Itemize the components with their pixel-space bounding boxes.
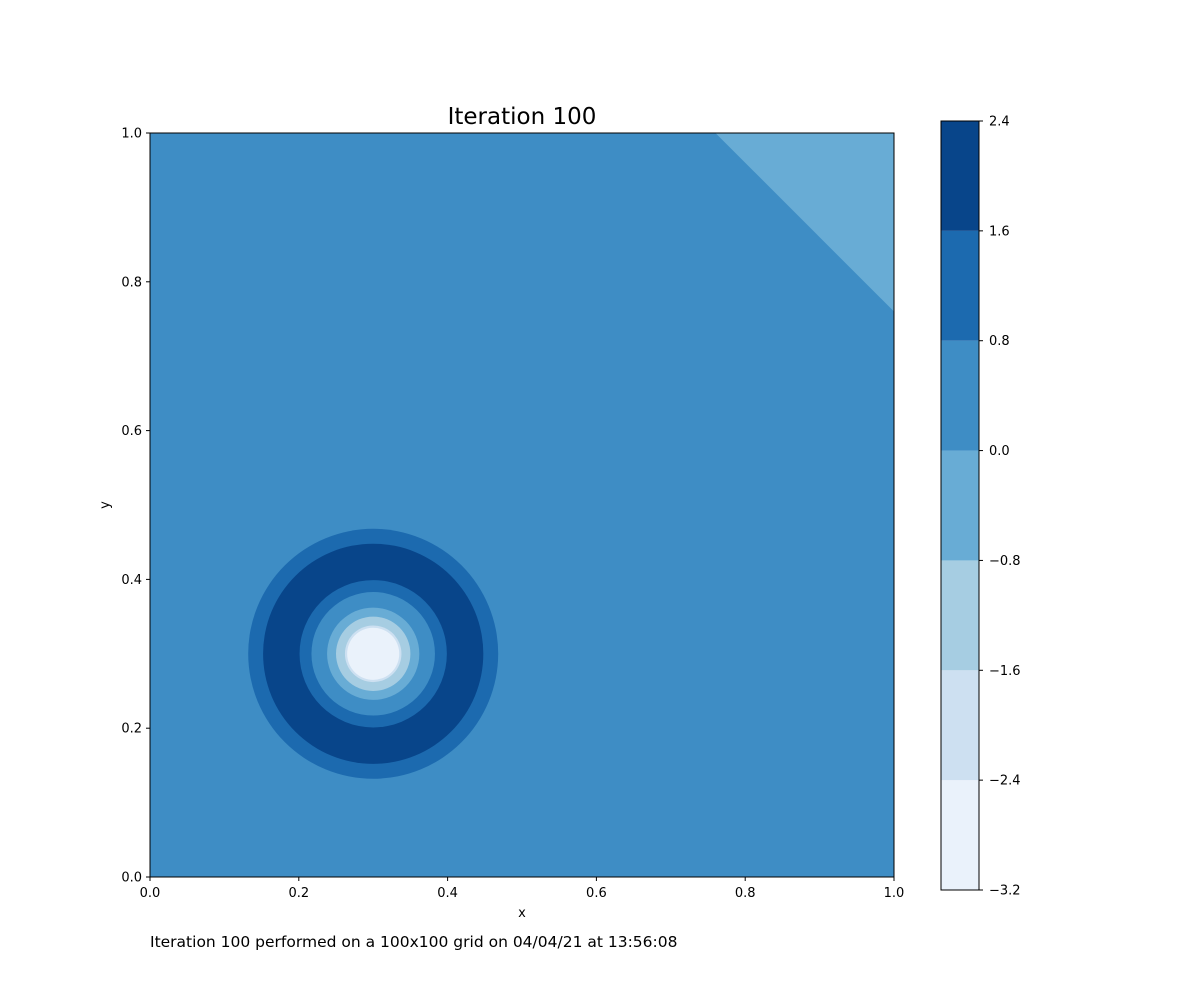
colorbar-frame: [940, 120, 980, 891]
colorbar-tick-label: −2.4: [989, 774, 1021, 789]
y-axis-label: y: [98, 501, 113, 509]
colorbar-tick-label: −3.2: [989, 884, 1021, 899]
plot-frame: [149, 132, 895, 878]
colorbar-tick-label: 2.4: [989, 115, 1010, 130]
run-caption: Iteration 100 performed on a 100x100 gri…: [150, 933, 678, 951]
colorbar-swatch: [941, 230, 979, 341]
y-axis: 0.0 0.2 0.4 0.6 0.8 1.0: [121, 127, 150, 886]
colorbar: 2.4 1.6 0.8 0.0 −0.8 −1.6 −2.4 −3.2: [940, 115, 1021, 899]
chart-title: Iteration 100: [448, 104, 597, 130]
colorbar-swatch: [941, 780, 979, 890]
x-tick-label: 0.6: [586, 886, 607, 901]
y-tick-label: 0.2: [121, 722, 142, 737]
x-tick-label: 0.2: [288, 886, 309, 901]
colorbar-tick-label: 0.0: [989, 444, 1010, 459]
colorbar-swatch: [941, 340, 979, 451]
contour-background-band: [150, 133, 894, 877]
y-tick-label: 0.6: [121, 424, 142, 439]
y-tick-label: 0.8: [121, 275, 142, 290]
colorbar-swatch: [941, 560, 979, 671]
colorbar-swatch: [941, 121, 979, 231]
colorbar-tick-label: −0.8: [989, 554, 1021, 569]
colorbar-tick-label: 0.8: [989, 334, 1010, 349]
colorbar-swatch: [941, 670, 979, 781]
x-tick-label: 0.0: [140, 886, 161, 901]
x-axis-label: x: [518, 906, 526, 921]
colorbar-swatch: [941, 450, 979, 561]
contour-corner-region: [715, 133, 894, 312]
x-axis: 0.0 0.2 0.4 0.6 0.8 1.0: [140, 877, 905, 901]
contour-ring-8: [347, 627, 400, 680]
colorbar-tick-label: 1.6: [989, 224, 1010, 239]
x-tick-label: 0.8: [735, 886, 756, 901]
plot-area: [150, 133, 894, 877]
y-tick-label: 1.0: [121, 127, 142, 142]
x-tick-label: 1.0: [884, 886, 905, 901]
colorbar-tick-label: −1.6: [989, 664, 1021, 679]
y-tick-label: 0.4: [121, 573, 142, 588]
y-tick-label: 0.0: [121, 871, 142, 886]
x-tick-label: 0.4: [437, 886, 458, 901]
